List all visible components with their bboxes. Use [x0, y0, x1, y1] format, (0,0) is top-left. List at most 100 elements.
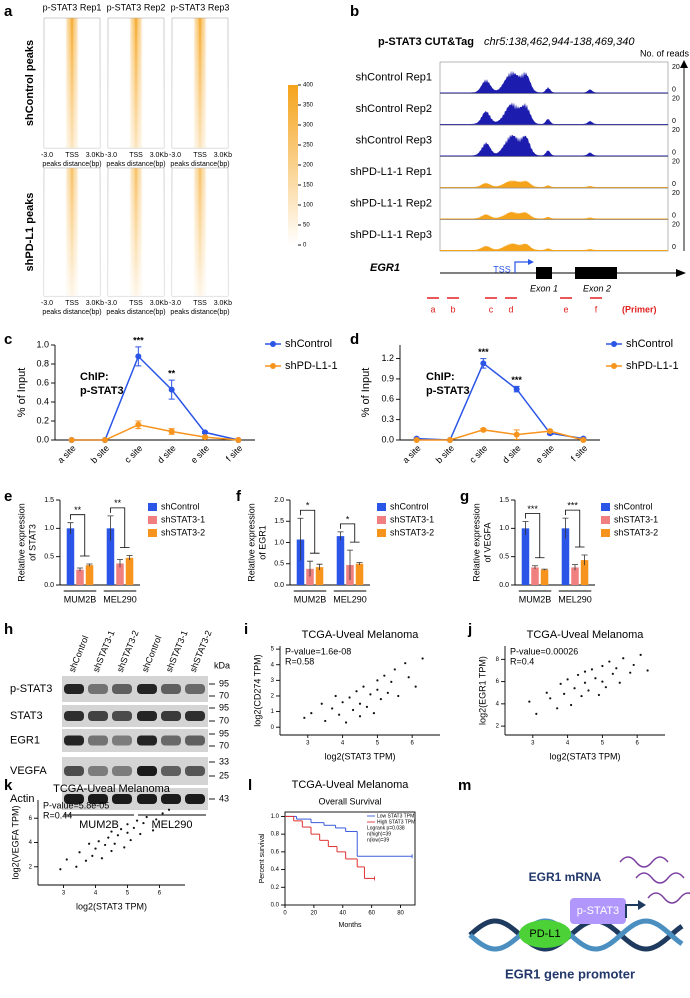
marker-label: 33 — [219, 756, 229, 766]
band — [161, 794, 181, 804]
x-label: 3.0Kb — [150, 300, 168, 307]
lane-label: shSTAT3-2 — [188, 629, 214, 674]
x-tick-label: 6 — [636, 741, 640, 747]
x-tick-label: d site — [500, 443, 522, 465]
panel-label: i — [244, 621, 248, 638]
y-tick-label: 0.0 — [271, 903, 280, 909]
x-tick-label: b site — [89, 443, 111, 465]
point — [547, 428, 553, 435]
point — [594, 677, 597, 680]
y-axis-title: log2(CD274 TPM) — [252, 654, 262, 726]
x-tick-label: e site — [534, 443, 556, 465]
point — [116, 834, 119, 837]
y-tick-label: 0.2 — [36, 415, 49, 425]
point — [583, 670, 587, 673]
legend-swatch — [377, 516, 386, 524]
point — [365, 705, 369, 708]
marker-label: 43 — [219, 793, 229, 803]
point — [563, 692, 566, 695]
point — [104, 843, 107, 847]
legend-label: shControl — [626, 338, 673, 350]
point — [88, 842, 91, 845]
significance: ** — [74, 505, 82, 515]
y-tick-label: 0 — [271, 725, 275, 731]
point — [355, 690, 358, 693]
panel-label: b — [350, 3, 359, 20]
marker-label: 95 — [219, 728, 229, 738]
point — [341, 701, 344, 704]
track-min: 0 — [672, 212, 676, 219]
annotation: P-value=1.6e-08 — [285, 646, 351, 656]
x-tick-label: 40 — [339, 911, 346, 917]
x-tick-label: 80 — [397, 911, 404, 917]
point — [615, 667, 618, 670]
point — [376, 679, 379, 682]
error-bar — [581, 554, 588, 566]
error-bar — [117, 559, 123, 568]
y-tick-label: 3 — [271, 678, 275, 684]
point — [604, 686, 607, 689]
chart-title: ChIP: — [80, 371, 109, 383]
protein-label: PD-L1 — [529, 928, 560, 940]
point — [622, 657, 625, 660]
point — [161, 812, 164, 815]
band — [64, 766, 84, 776]
point — [566, 678, 569, 681]
bar — [571, 567, 579, 585]
panel-label: m — [458, 777, 471, 794]
track-signal — [440, 134, 668, 157]
band — [88, 735, 108, 746]
point — [110, 849, 113, 853]
point — [358, 702, 362, 705]
y-tick-label: 0.6 — [36, 377, 49, 387]
point — [393, 668, 396, 671]
bar — [315, 567, 324, 585]
legend-label: High STAT3 TPM — [377, 819, 415, 825]
track-name: shPD-L1-1 Rep1 — [350, 166, 432, 178]
legend-swatch — [601, 503, 610, 511]
bar — [76, 569, 84, 585]
marker-label: 25 — [219, 770, 229, 780]
significance-bracket — [340, 523, 360, 543]
band — [112, 711, 132, 721]
error-bar — [522, 521, 529, 536]
x-tick-label: f site — [569, 443, 590, 464]
y-tick-label: 1.5 — [274, 518, 284, 525]
row-label: p-STAT3 — [10, 683, 52, 695]
track-max: 20 — [672, 95, 680, 102]
point — [84, 859, 88, 862]
annotation: n(high)=39 — [367, 831, 391, 837]
band — [137, 684, 157, 694]
x-label: -3.0 — [41, 300, 53, 307]
point — [480, 426, 487, 433]
point — [611, 672, 614, 675]
primer-label: b — [450, 304, 455, 314]
lane-label: shSTAT3-1 — [164, 629, 190, 674]
significance: *** — [133, 335, 144, 345]
marker-label: 70 — [219, 690, 229, 700]
track — [439, 156, 669, 189]
kda: kDa — [214, 660, 230, 670]
y-tick-label: 0.0 — [381, 434, 394, 444]
x-label: TSS — [129, 152, 143, 159]
point — [97, 840, 100, 843]
point — [123, 846, 126, 849]
point — [390, 680, 393, 684]
y-axis-title: % of Input — [16, 368, 28, 418]
panel-label: a — [4, 3, 13, 20]
primer-label: c — [489, 304, 494, 314]
y-axis-title: log2(EGR1 TPM) — [477, 656, 487, 725]
point — [94, 847, 97, 850]
point — [135, 819, 139, 822]
error-bar — [337, 531, 344, 541]
band — [161, 711, 181, 721]
marker-label: 70 — [219, 740, 229, 750]
heatmap-fade — [44, 168, 100, 296]
legend-marker — [611, 341, 617, 347]
x-tick-label: 3 — [62, 891, 66, 897]
band — [185, 735, 205, 746]
point — [91, 854, 94, 857]
x-tick-label: 5 — [126, 891, 130, 897]
error-bar — [316, 563, 323, 571]
protein-label: p-STAT3 — [577, 905, 619, 917]
